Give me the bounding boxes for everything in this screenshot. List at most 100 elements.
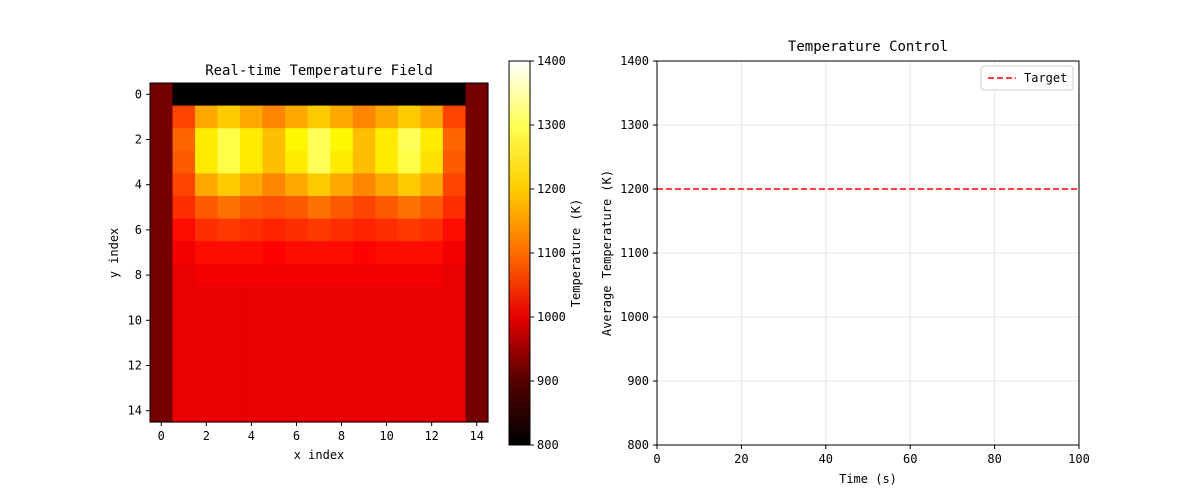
- heatmap-cell: [285, 150, 309, 174]
- heatmap-cell: [240, 241, 264, 265]
- heatmap-cell: [442, 83, 467, 107]
- heatmap-cell: [465, 399, 489, 423]
- heatmap-y-tick-label: 12: [128, 359, 142, 373]
- heatmap-cell: [172, 331, 196, 355]
- heatmap-cell: [150, 128, 174, 152]
- heatmap-cell: [195, 241, 219, 265]
- heatmap-cell: [172, 354, 196, 378]
- heatmap-cell: [195, 83, 219, 107]
- heatmap-cell: [262, 105, 286, 129]
- heatmap-cell: [420, 173, 444, 197]
- heatmap-cell: [352, 128, 376, 152]
- heatmap-y-tick-label: 2: [135, 133, 142, 147]
- heatmap-cells: [150, 83, 489, 423]
- heatmap-cell: [240, 309, 264, 333]
- heatmap-cell: [375, 399, 399, 423]
- heatmap-cell: [375, 309, 399, 333]
- line-chart-y-ticks: 800 900 1000 1100 1200 1300 1400: [620, 54, 657, 452]
- heatmap-cell: [240, 173, 264, 197]
- heatmap-cell: [150, 150, 174, 174]
- heatmap-cell: [442, 376, 467, 400]
- heatmap-cell: [465, 376, 489, 400]
- heatmap-x-label: x index: [294, 448, 345, 462]
- heatmap-cell: [397, 128, 421, 152]
- heatmap-y-label: y index: [107, 228, 121, 279]
- heatmap-cell: [307, 354, 331, 378]
- heatmap-cell: [397, 286, 421, 310]
- heatmap-cell: [217, 83, 241, 107]
- heatmap-cell: [442, 399, 467, 423]
- heatmap-y-tick-label: 14: [128, 404, 142, 418]
- heatmap-cell: [442, 309, 467, 333]
- heatmap-cell: [397, 263, 421, 287]
- heatmap-cell: [172, 218, 196, 242]
- heatmap-cell: [352, 218, 376, 242]
- heatmap-y-tick-label: 6: [135, 223, 142, 237]
- heatmap-cell: [195, 128, 219, 152]
- heatmap-cell: [442, 150, 467, 174]
- heatmap-cell: [352, 331, 376, 355]
- heatmap-cell: [330, 105, 354, 129]
- heatmap-cell: [172, 309, 196, 333]
- heatmap-cell: [442, 331, 467, 355]
- line-chart-y-tick-label: 1300: [620, 118, 649, 132]
- heatmap-cell: [172, 241, 196, 265]
- heatmap-cell: [352, 105, 376, 129]
- heatmap-cell: [375, 196, 399, 220]
- heatmap-x-tick-label: 0: [158, 429, 165, 443]
- heatmap-x-tick-label: 8: [338, 429, 345, 443]
- heatmap-cell: [262, 173, 286, 197]
- heatmap-cell: [307, 105, 331, 129]
- heatmap-x-tick-label: 4: [248, 429, 255, 443]
- heatmap-cell: [352, 241, 376, 265]
- heatmap-cell: [262, 83, 286, 107]
- heatmap-cell: [420, 309, 444, 333]
- heatmap-cell: [465, 309, 489, 333]
- line-chart-x-label: Time (s): [839, 472, 897, 486]
- heatmap-cell: [240, 399, 264, 423]
- heatmap-cell: [330, 376, 354, 400]
- heatmap-cell: [172, 286, 196, 310]
- heatmap-cell: [150, 331, 174, 355]
- heatmap-cell: [420, 399, 444, 423]
- heatmap-cell: [397, 150, 421, 174]
- heatmap-cell: [195, 354, 219, 378]
- heatmap-cell: [397, 309, 421, 333]
- heatmap-cell: [217, 354, 241, 378]
- heatmap-cell: [375, 263, 399, 287]
- heatmap-cell: [307, 309, 331, 333]
- line-chart-y-tick-label: 1000: [620, 310, 649, 324]
- line-chart-y-tick-label: 900: [627, 374, 649, 388]
- heatmap-cell: [307, 128, 331, 152]
- colorbar-tick-label: 1300: [537, 118, 566, 132]
- heatmap-cell: [375, 83, 399, 107]
- colorbar: [508, 60, 531, 446]
- heatmap-cell: [397, 218, 421, 242]
- line-chart-x-tick-label: 100: [1068, 452, 1090, 466]
- heatmap-cell: [240, 376, 264, 400]
- heatmap-cell: [172, 263, 196, 287]
- heatmap-cell: [465, 331, 489, 355]
- heatmap-cell: [195, 218, 219, 242]
- heatmap-cell: [307, 376, 331, 400]
- colorbar-tick-label: 1200: [537, 182, 566, 196]
- heatmap-cell: [285, 196, 309, 220]
- heatmap-cell: [285, 105, 309, 129]
- heatmap-cell: [285, 399, 309, 423]
- heatmap-cell: [420, 105, 444, 129]
- heatmap-cell: [375, 173, 399, 197]
- heatmap-cell: [262, 376, 286, 400]
- heatmap-cell: [330, 286, 354, 310]
- heatmap-cell: [217, 263, 241, 287]
- heatmap-cell: [397, 399, 421, 423]
- heatmap-cell: [262, 354, 286, 378]
- heatmap-cell: [217, 331, 241, 355]
- heatmap-y-tick-label: 4: [135, 178, 142, 192]
- line-chart-y-tick-label: 1100: [620, 246, 649, 260]
- line-chart-x-tick-label: 40: [819, 452, 833, 466]
- heatmap-cell: [150, 105, 174, 129]
- heatmap-cell: [442, 241, 467, 265]
- heatmap-cell: [330, 309, 354, 333]
- heatmap-x-tick-label: 14: [470, 429, 484, 443]
